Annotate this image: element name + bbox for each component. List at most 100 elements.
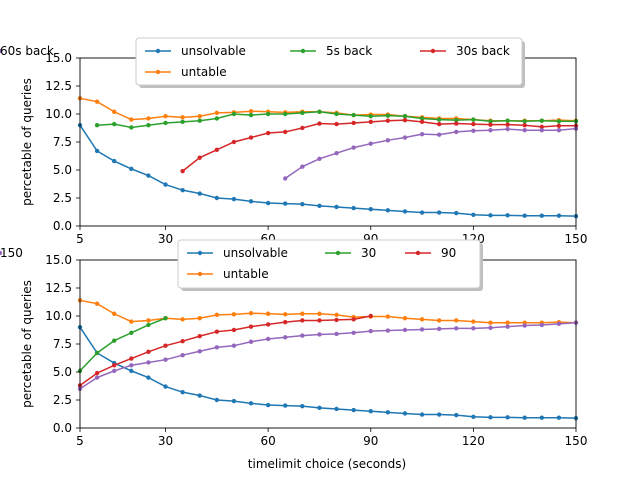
data-point bbox=[265, 130, 271, 136]
y-tick-label: 15.0 bbox=[45, 253, 72, 267]
data-point bbox=[436, 210, 442, 215]
x-tick-label: 30 bbox=[158, 232, 173, 246]
data-point bbox=[283, 319, 288, 325]
legend-marker bbox=[430, 48, 436, 54]
data-point bbox=[231, 139, 237, 145]
legend-entry: 30s back bbox=[420, 44, 510, 58]
x-tick-label: 30 bbox=[158, 434, 173, 448]
data-point bbox=[454, 326, 459, 331]
legend-marker bbox=[0, 48, 3, 54]
data-point bbox=[454, 117, 459, 123]
series-line bbox=[79, 317, 166, 372]
data-point bbox=[231, 343, 237, 348]
data-point bbox=[351, 407, 356, 413]
y-tick-label: 7.5 bbox=[53, 337, 72, 351]
data-point bbox=[522, 415, 527, 420]
data-point bbox=[419, 116, 425, 121]
data-point bbox=[471, 121, 476, 127]
legend-entry: 150 bbox=[0, 246, 23, 260]
data-point bbox=[146, 318, 151, 323]
legend-marker bbox=[155, 48, 161, 54]
x-tick-label: 60 bbox=[260, 434, 275, 448]
legend: unsolvable untable 30 90 150 bbox=[0, 239, 483, 291]
y-tick-label: 2.5 bbox=[53, 393, 72, 407]
data-point bbox=[112, 338, 117, 343]
legend-entry: untable bbox=[187, 267, 269, 281]
data-point bbox=[334, 121, 339, 127]
data-point bbox=[488, 213, 493, 218]
data-point bbox=[368, 114, 373, 119]
data-point bbox=[112, 121, 117, 127]
legend-label: 60s back bbox=[0, 44, 54, 58]
legend-entry: 5s back bbox=[290, 44, 372, 58]
data-point bbox=[351, 317, 356, 322]
data-point bbox=[317, 405, 322, 411]
data-point bbox=[488, 119, 493, 124]
y-tick-label: 7.5 bbox=[53, 135, 72, 149]
data-point bbox=[317, 109, 322, 114]
data-point bbox=[265, 402, 271, 408]
data-point bbox=[248, 199, 254, 204]
data-point bbox=[300, 403, 305, 409]
data-point bbox=[112, 109, 117, 114]
data-point bbox=[505, 213, 510, 218]
data-point bbox=[265, 200, 271, 206]
legend-label: untable bbox=[223, 267, 269, 281]
data-point bbox=[556, 119, 562, 124]
data-point bbox=[471, 319, 476, 324]
data-point bbox=[180, 187, 185, 193]
series-line bbox=[79, 315, 371, 387]
data-point bbox=[300, 110, 305, 116]
data-point bbox=[197, 191, 202, 196]
x-tick-label: 90 bbox=[363, 434, 378, 448]
y-tick-label: 0.0 bbox=[53, 219, 72, 233]
series-5s-back bbox=[94, 109, 579, 130]
data-point bbox=[522, 323, 527, 328]
data-point bbox=[197, 118, 202, 123]
legend: unsolvable untable 5s back 30s back 60s back bbox=[0, 37, 525, 88]
data-point bbox=[231, 327, 237, 333]
data-point bbox=[197, 316, 202, 321]
data-point bbox=[231, 312, 237, 317]
data-point bbox=[163, 357, 168, 362]
chart-panel-2: 5 30 60 90 120 150 0.0 2.5 5.0 7.5 10.0 12.5 15.0 per… bbox=[0, 239, 588, 448]
data-point bbox=[368, 141, 373, 146]
legend-label: untable bbox=[181, 65, 227, 79]
data-point bbox=[94, 370, 100, 376]
data-point bbox=[368, 313, 373, 319]
data-point bbox=[112, 158, 117, 164]
series-line bbox=[284, 127, 577, 180]
data-point bbox=[471, 128, 476, 133]
data-point bbox=[146, 375, 151, 380]
data-point bbox=[368, 328, 373, 334]
data-point bbox=[163, 343, 168, 348]
data-point bbox=[300, 333, 305, 338]
figure-xlabel: timelimit choice (seconds) bbox=[248, 457, 406, 471]
x-tick-label: 150 bbox=[565, 434, 588, 448]
data-point bbox=[505, 126, 510, 132]
data-point bbox=[505, 118, 510, 123]
series-line bbox=[182, 119, 576, 172]
data-point bbox=[351, 330, 356, 335]
data-point bbox=[197, 114, 202, 119]
data-point bbox=[248, 135, 254, 140]
data-point bbox=[385, 328, 391, 333]
data-point bbox=[283, 312, 288, 317]
data-point bbox=[94, 148, 100, 154]
y-tick-label: 0.0 bbox=[53, 421, 72, 435]
data-point bbox=[300, 311, 305, 316]
data-point bbox=[146, 322, 151, 328]
data-point bbox=[283, 201, 288, 206]
data-point bbox=[214, 147, 220, 153]
data-point bbox=[300, 125, 305, 131]
data-point bbox=[129, 368, 134, 374]
y-axis-label: percetable of queries bbox=[20, 280, 34, 408]
data-point bbox=[471, 414, 476, 419]
data-point bbox=[214, 110, 220, 116]
data-point bbox=[146, 360, 151, 365]
data-point bbox=[283, 176, 288, 181]
data-point bbox=[385, 118, 391, 123]
data-point bbox=[351, 120, 356, 126]
data-point bbox=[556, 123, 562, 128]
